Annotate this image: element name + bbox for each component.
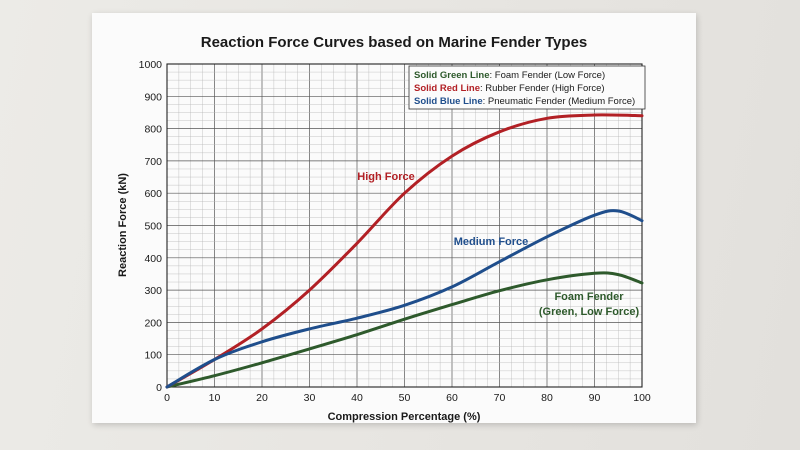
y-tick-label: 600: [144, 188, 162, 200]
annotation-high-force: High Force: [357, 171, 414, 183]
legend-text-red: : Rubber Fender (High Force): [480, 83, 605, 94]
annotation-foam-fender: Foam Fender: [554, 291, 624, 303]
y-tick-label: 800: [144, 124, 162, 136]
series-line-red: [165, 113, 644, 389]
plot-frame: [166, 63, 643, 388]
x-tick-label: 90: [589, 392, 601, 404]
x-tick-label: 50: [399, 392, 411, 404]
series-line-green: [165, 271, 644, 389]
x-tick-label: 40: [351, 392, 363, 404]
legend-key-blue: Solid Blue Line: [414, 96, 483, 107]
legend-entry-blue: Solid Blue Line: Pneumatic Fender (Mediu…: [414, 96, 635, 107]
series-line-blue: [165, 209, 644, 389]
x-tick-label: 0: [164, 392, 170, 404]
x-tick-label: 10: [209, 392, 221, 404]
y-axis-label: Reaction Force (kN): [117, 173, 129, 277]
y-tick-label: 200: [144, 317, 162, 329]
x-tick-label: 30: [304, 392, 316, 404]
y-tick-label: 300: [144, 285, 162, 297]
x-tick-label: 100: [633, 392, 651, 404]
legend-entry-green: Solid Green Line: Foam Fender (Low Force…: [414, 70, 605, 81]
y-tick-label: 900: [144, 91, 162, 103]
x-tick-labels: 0 10 20 30 40 50 60 70 80 90 100: [164, 392, 651, 404]
chart-title: Reaction Force Curves based on Marine Fe…: [201, 34, 588, 51]
legend: Solid Green Line: Foam Fender (Low Force…: [408, 65, 646, 110]
annotation-medium-force: Medium Force: [454, 236, 529, 248]
y-tick-label: 1000: [139, 59, 163, 71]
y-tick-label: 700: [144, 156, 162, 168]
legend-box: [408, 65, 646, 110]
legend-entry-red: Solid Red Line: Rubber Fender (High Forc…: [414, 83, 605, 94]
x-tick-label: 60: [446, 392, 458, 404]
legend-text-green: : Foam Fender (Low Force): [490, 70, 606, 81]
y-tick-label: 100: [144, 350, 162, 362]
legend-text-blue: : Pneumatic Fender (Medium Force): [483, 96, 636, 107]
x-axis-label: Compression Percentage (%): [328, 411, 481, 423]
x-tick-label: 20: [256, 392, 268, 404]
legend-key-green: Solid Green Line: [414, 70, 490, 81]
y-tick-labels: 0 100 200 300 400 500 600 700 800 900 1000: [139, 59, 163, 394]
annotation-green-low-force: (Green, Low Force): [539, 306, 640, 318]
legend-key-red: Solid Red Line: [414, 83, 480, 94]
x-tick-label: 70: [494, 392, 506, 404]
y-tick-label: 400: [144, 253, 162, 265]
series-lines: [165, 113, 644, 389]
x-tick-label: 80: [541, 392, 553, 404]
y-tick-label: 500: [144, 221, 162, 233]
y-tick-label: 0: [156, 382, 162, 394]
